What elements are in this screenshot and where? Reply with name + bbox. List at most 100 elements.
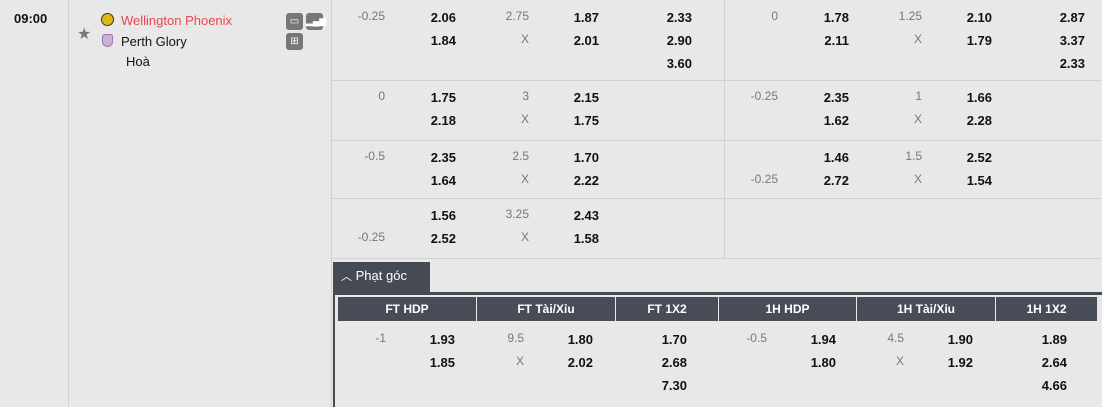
match-time: 09:00 (14, 11, 48, 26)
corner-1x2-odds[interactable]: 1.70 (661, 332, 687, 347)
corner-1x2-odds[interactable]: 2.68 (661, 355, 687, 370)
over-odds[interactable]: 2.52 (966, 150, 992, 165)
1x2-odds[interactable]: 3.60 (666, 56, 692, 71)
hdp-away-odds[interactable]: 1.84 (430, 33, 456, 48)
stats-icon[interactable]: ▂▄▆ (306, 13, 326, 30)
corner-hdp-away-odds[interactable]: 1.85 (429, 355, 455, 370)
hdp-line: 0 (771, 9, 778, 23)
ou-line: 1 (915, 89, 922, 103)
away-team-name[interactable]: Perth Glory (121, 34, 187, 49)
ou-line: 3 (522, 89, 529, 103)
corners-tab-label: Phạt góc (355, 268, 407, 283)
corner-1x2-odds[interactable]: 1.89 (1041, 332, 1067, 347)
corners-header: FT 1X2 (616, 297, 718, 321)
hdp-home-odds[interactable]: 2.35 (430, 150, 456, 165)
corner-1x2-odds[interactable]: 7.30 (661, 378, 687, 393)
corner-hdp-line: -1 (375, 331, 386, 345)
1x2-odds[interactable]: 2.87 (1059, 10, 1085, 25)
corner-under-odds[interactable]: 1.92 (947, 355, 973, 370)
lineup-icon[interactable]: ⊞ (286, 33, 303, 50)
ou-under-marker: X (913, 172, 922, 186)
under-odds[interactable]: 1.79 (966, 33, 992, 48)
ou-line: 1.25 (898, 9, 922, 23)
divider (331, 0, 332, 407)
ou-line: 1.5 (905, 149, 922, 163)
row-divider (331, 258, 1102, 259)
ou-under-marker: X (520, 230, 529, 244)
hdp-home-odds[interactable]: 1.56 (430, 208, 456, 223)
under-odds[interactable]: 2.22 (573, 173, 599, 188)
corner-1x2-odds[interactable]: 4.66 (1041, 378, 1067, 393)
under-odds[interactable]: 2.28 (966, 113, 992, 128)
ou-line: 3.25 (505, 207, 529, 221)
corners-header: 1H HDP (719, 297, 856, 321)
over-odds[interactable]: 1.66 (966, 90, 992, 105)
row-divider (331, 198, 1102, 199)
star-icon[interactable]: ★ (77, 26, 92, 43)
hdp-home-odds[interactable]: 2.06 (430, 10, 456, 25)
under-odds[interactable]: 2.01 (573, 33, 599, 48)
over-odds[interactable]: 2.15 (573, 90, 599, 105)
over-odds[interactable]: 1.87 (573, 10, 599, 25)
hdp-line: -0.25 (357, 9, 385, 23)
hdp-line: 0 (378, 89, 385, 103)
corner-1x2-odds[interactable]: 2.64 (1041, 355, 1067, 370)
under-odds[interactable]: 1.58 (573, 231, 599, 246)
ou-under-marker: X (520, 32, 529, 46)
corners-header: FT HDP (338, 297, 476, 321)
corner-ou-under-marker: X (515, 354, 524, 368)
hdp-away-odds[interactable]: 2.18 (430, 113, 456, 128)
1x2-odds[interactable]: 2.33 (1059, 56, 1085, 71)
hdp-home-odds[interactable]: 1.78 (823, 10, 849, 25)
under-odds[interactable]: 1.54 (966, 173, 992, 188)
half-divider (724, 0, 725, 258)
divider (68, 0, 69, 407)
corner-hdp-away-odds[interactable]: 1.80 (810, 355, 836, 370)
hdp-home-odds[interactable]: 1.75 (430, 90, 456, 105)
hdp-away-odds[interactable]: 2.52 (430, 231, 456, 246)
over-odds[interactable]: 2.43 (573, 208, 599, 223)
corner-under-odds[interactable]: 2.02 (567, 355, 593, 370)
corners-header: 1H 1X2 (996, 297, 1097, 321)
corner-over-odds[interactable]: 1.90 (947, 332, 973, 347)
row-divider (331, 80, 1102, 81)
hdp-line: -0.25 (750, 89, 778, 103)
chevron-up-icon: ︿ (341, 271, 352, 283)
hdp-line: -0.25 (750, 172, 778, 186)
corners-tab[interactable]: ︿ Phạt góc (333, 262, 430, 293)
ou-under-marker: X (520, 112, 529, 126)
ou-under-marker: X (913, 112, 922, 126)
home-team-name[interactable]: Wellington Phoenix (121, 13, 233, 28)
hdp-away-odds[interactable]: 2.11 (824, 33, 849, 48)
corner-ou-line: 4.5 (887, 331, 904, 345)
ou-under-marker: X (913, 32, 922, 46)
over-odds[interactable]: 1.70 (573, 150, 599, 165)
corners-border (333, 292, 335, 407)
over-odds[interactable]: 2.10 (966, 10, 992, 25)
hdp-away-odds[interactable]: 1.62 (823, 113, 849, 128)
tv-icon[interactable]: ▭ (286, 13, 303, 30)
hdp-home-odds[interactable]: 1.46 (823, 150, 849, 165)
corners-header: FT Tài/Xỉu (477, 297, 615, 321)
1x2-odds[interactable]: 3.37 (1059, 33, 1085, 48)
hdp-away-odds[interactable]: 2.72 (823, 173, 849, 188)
draw-label: Hoà (126, 54, 150, 69)
corners-header: 1H Tài/Xỉu (857, 297, 995, 321)
under-odds[interactable]: 1.75 (573, 113, 599, 128)
away-team-logo (102, 34, 113, 47)
hdp-home-odds[interactable]: 2.35 (823, 90, 849, 105)
1x2-odds[interactable]: 2.33 (666, 10, 692, 25)
corner-over-odds[interactable]: 1.80 (567, 332, 593, 347)
corner-hdp-home-odds[interactable]: 1.94 (810, 332, 836, 347)
ou-line: 2.5 (512, 149, 529, 163)
corner-ou-under-marker: X (895, 354, 904, 368)
corner-hdp-home-odds[interactable]: 1.93 (429, 332, 455, 347)
ou-line: 2.75 (505, 9, 529, 23)
corners-bar (333, 292, 1102, 295)
row-divider (331, 140, 1102, 141)
hdp-line: -0.5 (364, 149, 385, 163)
hdp-line: -0.25 (357, 230, 385, 244)
hdp-away-odds[interactable]: 1.64 (430, 173, 456, 188)
corner-hdp-line: -0.5 (746, 331, 767, 345)
1x2-odds[interactable]: 2.90 (666, 33, 692, 48)
